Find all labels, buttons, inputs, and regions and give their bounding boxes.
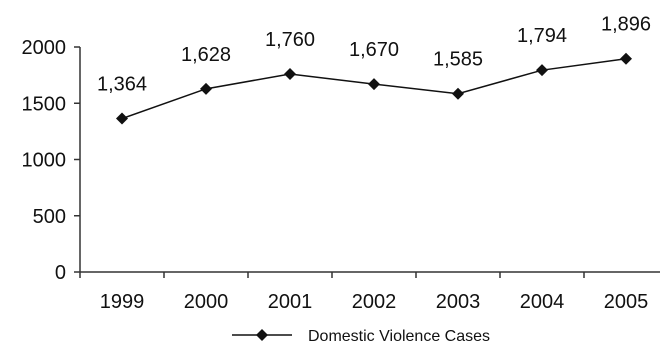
data-labels: 1,364 1,628 1,760 1,670 1,585 1,794 1,896 <box>97 14 651 96</box>
data-point-marker <box>620 52 632 65</box>
data-label: 1,760 <box>265 29 315 51</box>
x-tick-label: 2001 <box>268 291 313 313</box>
data-point-marker <box>284 68 296 80</box>
data-point-marker <box>116 112 128 125</box>
data-label: 1,628 <box>181 44 231 66</box>
data-label: 1,585 <box>433 49 483 71</box>
y-tick-label: 2000 <box>22 37 67 59</box>
x-tick-label: 2004 <box>520 291 565 313</box>
y-tick-label: 0 <box>55 262 66 284</box>
series-domestic-violence-cases <box>116 52 632 125</box>
data-point-marker <box>452 87 464 100</box>
data-point-marker <box>200 82 212 95</box>
y-tick-label: 1500 <box>22 93 67 115</box>
data-label: 1,364 <box>97 74 147 96</box>
legend: Domestic Violence Cases <box>232 328 490 345</box>
legend-label: Domestic Violence Cases <box>308 328 490 345</box>
data-label: 1,794 <box>517 25 567 47</box>
legend-marker-diamond <box>256 329 268 341</box>
data-label: 1,670 <box>349 39 399 61</box>
data-point-marker <box>368 78 380 91</box>
data-label: 1,896 <box>601 14 651 36</box>
x-tick-label: 2005 <box>604 291 649 313</box>
x-tick-label: 2000 <box>184 291 229 313</box>
x-tick-label: 2002 <box>352 291 397 313</box>
data-point-marker <box>536 64 548 77</box>
y-tick-label: 1000 <box>22 150 67 172</box>
x-tick-label: 2003 <box>436 291 481 313</box>
x-tick-label: 1999 <box>100 291 145 313</box>
y-tick-label: 500 <box>33 206 66 228</box>
x-axis: 1999 2000 2001 2002 2003 2004 2005 <box>79 271 660 313</box>
y-axis: 0 500 1000 1500 2000 <box>22 37 81 284</box>
